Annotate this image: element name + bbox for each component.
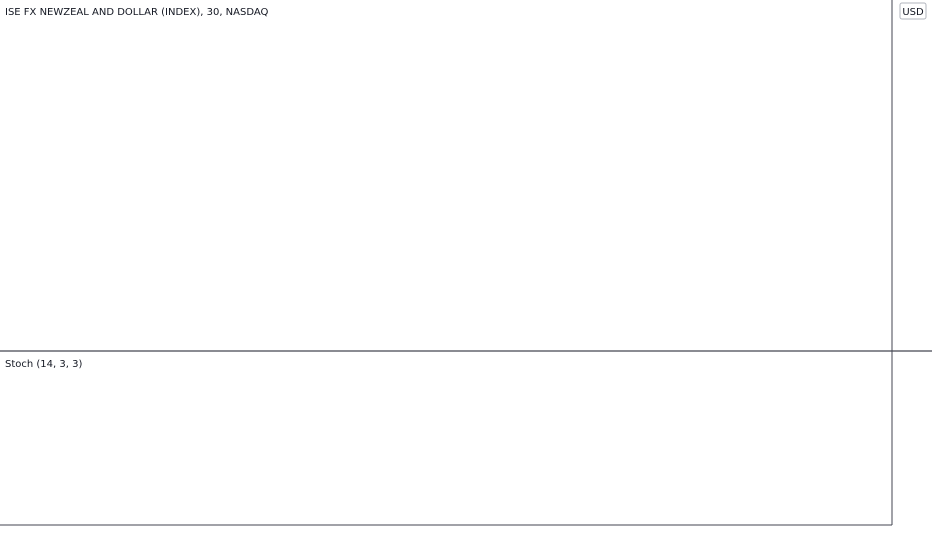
currency[interactable]: USD — [902, 7, 924, 18]
indicator-title: Stoch (14, 3, 3) — [5, 359, 82, 370]
chart-title: ISE FX NEWZEAL AND DOLLAR (INDEX), 30, N… — [5, 7, 269, 18]
currency-box[interactable] — [899, 2, 927, 20]
